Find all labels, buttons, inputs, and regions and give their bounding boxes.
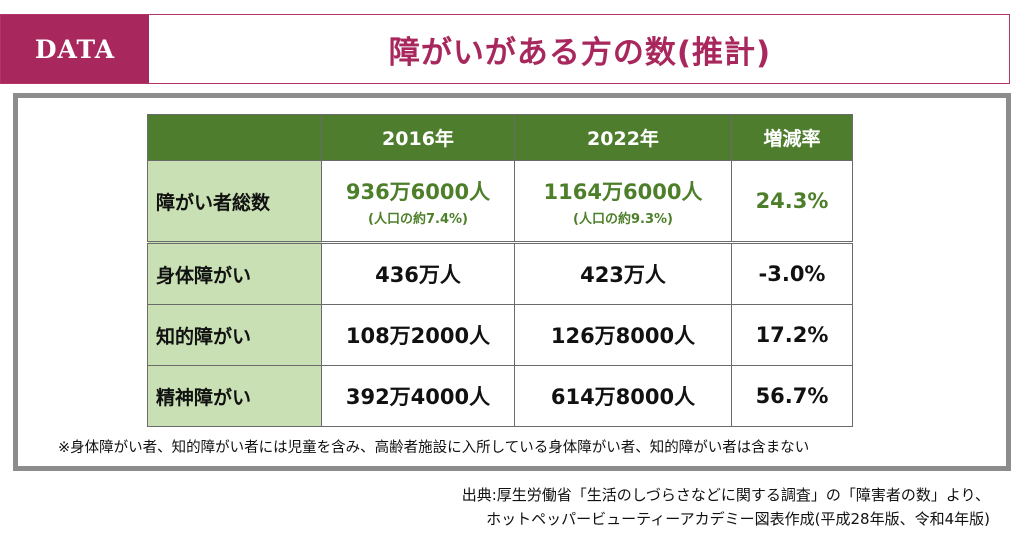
source-citation: 出典:厚生労働省「生活のしづらさなどに関する調査」の「障害者の数」より、 ホット…: [462, 483, 990, 531]
cell-rate: 24.3%: [731, 160, 853, 243]
cell-2022: 1164万6000人 (人口の約9.3%): [514, 160, 732, 243]
data-table: 2016年 2022年 増減率 障がい者総数 936万6000人 (人口の約7.…: [147, 114, 853, 427]
table-header-row: 2016年 2022年 増減率: [147, 114, 853, 161]
value-rate: -3.0%: [731, 241, 853, 305]
value-2022: 614万8000人: [514, 365, 732, 427]
header-cell-blank: [147, 114, 322, 161]
data-panel: 2016年 2022年 増減率 障がい者総数 936万6000人 (人口の約7.…: [13, 93, 1011, 471]
header-cell-2022: 2022年: [514, 114, 732, 161]
title-banner: DATA 障がいがある方の数(推計): [0, 14, 1010, 84]
value-rate: 56.7%: [731, 365, 853, 427]
header-cell-rate: 増減率: [731, 114, 853, 161]
table-row: 知的障がい 108万2000人 126万8000人 17.2%: [147, 304, 853, 366]
value-2016: 392万4000人: [321, 365, 515, 427]
row-label: 障がい者総数: [147, 160, 322, 243]
row-label: 精神障がい: [147, 365, 322, 427]
header-cell-2016: 2016年: [321, 114, 515, 161]
value-2022: 423万人: [514, 241, 732, 305]
note-2016: (人口の約7.4%): [368, 211, 468, 227]
page-title: 障がいがある方の数(推計): [388, 34, 772, 71]
table-row-total: 障がい者総数 936万6000人 (人口の約7.4%) 1164万6000人 (…: [147, 160, 853, 243]
row-label: 知的障がい: [147, 304, 322, 366]
source-line-1: 出典:厚生労働省「生活のしづらさなどに関する調査」の「障害者の数」より、: [461, 486, 990, 504]
value-2016: 436万人: [321, 241, 515, 305]
table-row: 身体障がい 436万人 423万人 -3.0%: [147, 241, 853, 305]
value-2016: 108万2000人: [321, 304, 515, 366]
cell-2016: 936万6000人 (人口の約7.4%): [321, 160, 515, 243]
footnote: ※身体障がい者、知的障がい者には児童を含み、高齢者施設に入所している身体障がい者…: [58, 440, 810, 456]
note-2022: (人口の約9.3%): [573, 211, 673, 227]
value-rate: 17.2%: [731, 304, 853, 366]
value-2022: 126万8000人: [514, 304, 732, 366]
data-badge: DATA: [1, 15, 149, 83]
table-row: 精神障がい 392万4000人 614万8000人 56.7%: [147, 365, 853, 427]
value-2022: 1164万6000人: [543, 179, 703, 204]
source-line-2: ホットペッパービューティーアカデミー図表作成(平成28年版、令和4年版): [486, 510, 990, 528]
row-label: 身体障がい: [147, 241, 322, 305]
value-rate: 24.3%: [755, 189, 829, 213]
value-2016: 936万6000人: [345, 179, 491, 204]
